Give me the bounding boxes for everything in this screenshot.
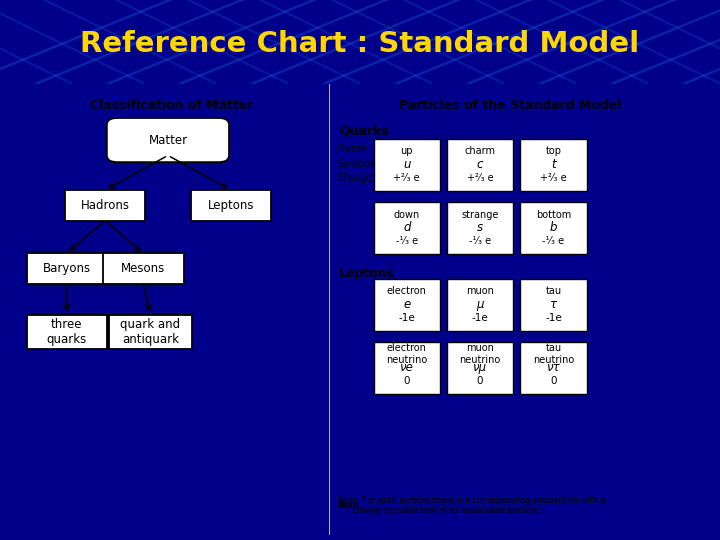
- Text: -¹⁄₃ e: -¹⁄₃ e: [469, 237, 491, 246]
- Text: τ: τ: [550, 298, 557, 311]
- Text: -1e: -1e: [545, 313, 562, 323]
- Text: bottom: bottom: [536, 210, 571, 219]
- FancyBboxPatch shape: [109, 315, 192, 349]
- Text: strange: strange: [462, 210, 499, 219]
- Text: +²⁄₃ e: +²⁄₃ e: [540, 173, 567, 184]
- Text: Particles of the Standard Model: Particles of the Standard Model: [399, 99, 621, 112]
- Text: c: c: [477, 158, 483, 171]
- Text: μ: μ: [477, 298, 484, 311]
- Text: Note:: Note:: [338, 501, 362, 510]
- Text: Hadrons: Hadrons: [81, 199, 130, 212]
- Text: -¹⁄₃ e: -¹⁄₃ e: [542, 237, 564, 246]
- Text: Name: Name: [338, 144, 366, 154]
- Text: +²⁄₃ e: +²⁄₃ e: [394, 173, 420, 184]
- FancyBboxPatch shape: [107, 118, 229, 162]
- Text: top: top: [546, 146, 562, 157]
- Text: Charge: Charge: [338, 173, 373, 183]
- Text: -¹⁄₃ e: -¹⁄₃ e: [396, 237, 418, 246]
- FancyBboxPatch shape: [27, 253, 107, 284]
- Text: b: b: [549, 221, 557, 234]
- FancyBboxPatch shape: [374, 342, 440, 394]
- Text: νμ: νμ: [473, 361, 487, 374]
- Text: Quarks: Quarks: [339, 125, 389, 138]
- Text: Symbol: Symbol: [338, 159, 374, 168]
- Text: charm: charm: [464, 146, 495, 157]
- Text: Leptons: Leptons: [207, 199, 254, 212]
- Text: ντ: ντ: [546, 361, 560, 374]
- FancyBboxPatch shape: [191, 190, 271, 221]
- Text: three
quarks: three quarks: [47, 318, 87, 346]
- FancyBboxPatch shape: [447, 202, 513, 254]
- FancyBboxPatch shape: [65, 190, 145, 221]
- Text: muon: muon: [466, 286, 494, 296]
- FancyBboxPatch shape: [374, 202, 440, 254]
- Text: tau: tau: [545, 286, 562, 296]
- Text: νe: νe: [400, 361, 414, 374]
- Text: Leptons: Leptons: [339, 267, 395, 280]
- Text: Mesons: Mesons: [122, 262, 166, 275]
- Text: Reference Chart : Standard Model: Reference Chart : Standard Model: [81, 30, 639, 58]
- Text: Matter: Matter: [148, 133, 187, 146]
- Text: up: up: [400, 146, 413, 157]
- Text: electron
neutrino: electron neutrino: [386, 343, 428, 365]
- FancyBboxPatch shape: [104, 253, 184, 284]
- FancyBboxPatch shape: [521, 342, 587, 394]
- Text: Note: For each particle there is a corresponding antiparticle with a
      charg: Note: For each particle there is a corre…: [338, 496, 606, 515]
- Text: Baryons: Baryons: [42, 262, 91, 275]
- Text: quark and
antiquark: quark and antiquark: [120, 318, 181, 346]
- Text: 0: 0: [477, 376, 483, 386]
- Text: e: e: [403, 298, 410, 311]
- Text: -1e: -1e: [398, 313, 415, 323]
- Text: down: down: [394, 210, 420, 219]
- Text: t: t: [551, 158, 556, 171]
- Text: Classification of Matter: Classification of Matter: [90, 99, 253, 112]
- Text: tau
neutrino: tau neutrino: [533, 343, 574, 365]
- Text: electron: electron: [387, 286, 427, 296]
- FancyBboxPatch shape: [521, 202, 587, 254]
- Text: s: s: [477, 221, 483, 234]
- Text: -1e: -1e: [472, 313, 488, 323]
- Text: muon
neutrino: muon neutrino: [459, 343, 500, 365]
- FancyBboxPatch shape: [374, 139, 440, 191]
- Text: d: d: [403, 221, 410, 234]
- Text: +²⁄₃ e: +²⁄₃ e: [467, 173, 493, 184]
- FancyBboxPatch shape: [447, 139, 513, 191]
- FancyBboxPatch shape: [521, 139, 587, 191]
- FancyBboxPatch shape: [27, 315, 107, 349]
- Text: 0: 0: [403, 376, 410, 386]
- FancyBboxPatch shape: [374, 279, 440, 330]
- FancyBboxPatch shape: [447, 342, 513, 394]
- FancyBboxPatch shape: [447, 279, 513, 330]
- FancyBboxPatch shape: [521, 279, 587, 330]
- Text: 0: 0: [550, 376, 557, 386]
- Text: u: u: [403, 158, 410, 171]
